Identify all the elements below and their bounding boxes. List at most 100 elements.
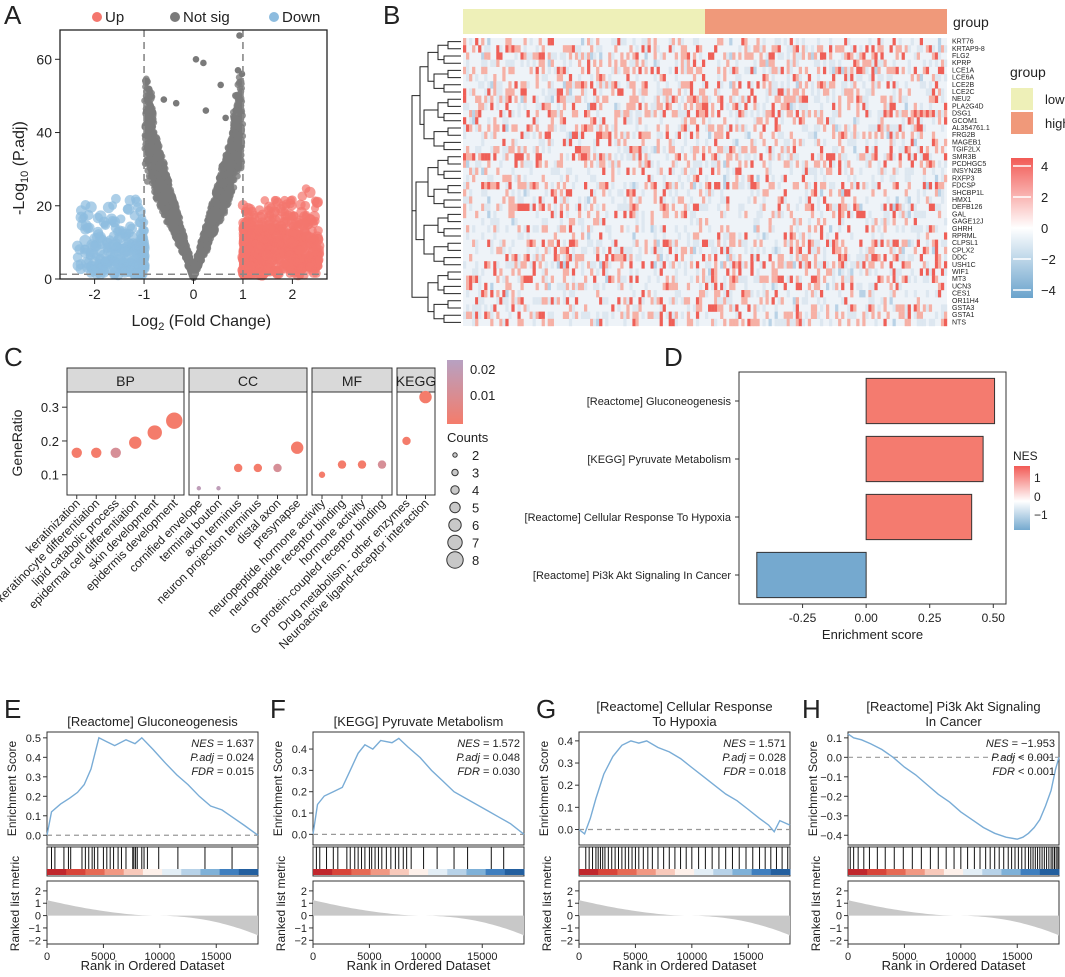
notsig-point: [202, 107, 210, 114]
heatmap-cell: [505, 88, 509, 96]
heatmap-cell: [701, 95, 706, 103]
heatmap-cell: [832, 117, 836, 125]
heatmap-cell: [496, 95, 500, 103]
heatmap-cell: [493, 124, 497, 132]
heatmap-cell: [695, 124, 700, 132]
panel-b-heatmap: groupKRT76KRTAP9-8FLG2KPRPLCE1ALCE6ALCE2…: [411, 9, 1065, 326]
heatmap-cell: [538, 138, 542, 147]
heatmap-cell: [538, 131, 542, 139]
heatmap-cell: [816, 81, 821, 89]
heatmap-cell: [674, 153, 678, 161]
heatmap-cell: [835, 110, 839, 118]
heatmap-cell: [901, 52, 905, 60]
heatmap-cell: [822, 88, 827, 96]
heatmap-cell: [584, 182, 588, 190]
heatmap-cell: [662, 95, 666, 103]
heatmap-cell: [792, 88, 796, 96]
heatmap-cell: [856, 131, 860, 139]
heatmap-cell: [874, 138, 878, 147]
heatmap-cell: [850, 52, 854, 60]
heatmap-cell: [614, 102, 618, 111]
heatmap-cell: [674, 189, 678, 197]
heatmap-cell: [862, 182, 866, 190]
heatmap-cell: [774, 138, 778, 147]
heatmap-cell: [741, 38, 745, 46]
heatmap-cell: [865, 196, 869, 204]
heatmap-cell: [844, 189, 848, 197]
heatmap-cell: [466, 146, 470, 154]
heatmap-cell: [677, 102, 681, 111]
heatmap-cell: [913, 52, 917, 60]
heatmap-cell: [768, 66, 772, 75]
heatmap-cell: [762, 59, 766, 67]
heatmap-cell: [463, 88, 467, 96]
heatmap-cell: [783, 38, 787, 46]
heatmap-cell: [584, 160, 588, 168]
heatmap-cell: [744, 102, 748, 111]
heatmap-cell: [596, 138, 600, 147]
heatmap-cell: [568, 81, 573, 89]
heatmap-cell: [804, 102, 809, 111]
heatmap-cell: [816, 138, 821, 147]
heatmap-cell: [638, 66, 642, 75]
heatmap-cell: [931, 52, 936, 60]
heatmap-cell: [484, 74, 488, 82]
heatmap-cell: [753, 196, 757, 204]
heatmap-cell: [662, 196, 666, 204]
heatmap-cell: [774, 45, 778, 53]
heatmap-cell: [892, 153, 896, 161]
heatmap-cell: [801, 160, 806, 168]
heatmap-cell: [680, 45, 685, 53]
up-point: [284, 250, 296, 263]
heatmap-cell: [593, 52, 597, 60]
heatmap-cell: [910, 74, 914, 82]
heatmap-cell: [850, 88, 854, 96]
heatmap-cell: [871, 45, 875, 53]
heatmap-cell: [862, 59, 866, 67]
heatmap-cell: [493, 153, 497, 161]
heatmap-cell: [668, 95, 672, 103]
heatmap-cell: [553, 52, 557, 60]
heatmap-cell: [813, 131, 818, 139]
heatmap-cell: [735, 66, 739, 75]
down-point: [115, 262, 125, 272]
heatmap-cell: [463, 45, 467, 53]
panel-letter-h: H: [802, 694, 821, 724]
heatmap-cell: [701, 81, 706, 89]
heatmap-cell: [919, 131, 923, 139]
heatmap-cell: [662, 189, 666, 197]
heatmap-cell: [692, 117, 697, 125]
heatmap-cell: [804, 95, 809, 103]
heatmap-cell: [819, 189, 824, 197]
heatmap-cell: [602, 167, 606, 175]
heatmap-cell: [844, 88, 848, 96]
heatmap-cell: [574, 174, 579, 183]
heatmap-cell: [895, 45, 899, 53]
heatmap-cell: [478, 160, 482, 168]
heatmap-cell: [590, 117, 594, 125]
heatmap-cell: [723, 182, 727, 190]
heatmap-cell: [819, 153, 824, 161]
heatmap-cell: [611, 196, 615, 204]
heatmap-cell: [738, 146, 742, 154]
heatmap-cell: [629, 110, 633, 118]
heatmap-cell: [532, 146, 536, 154]
heatmap-cell: [910, 160, 914, 168]
heatmap-cell: [565, 95, 570, 103]
heatmap-cell: [635, 182, 639, 190]
heatmap-cell: [750, 160, 754, 168]
heatmap-cell: [502, 117, 506, 125]
heatmap-cell: [753, 124, 757, 132]
heatmap-cell: [514, 52, 518, 60]
heatmap-cell: [744, 110, 748, 118]
heatmap-cell: [695, 66, 700, 75]
heatmap-cell: [753, 102, 757, 111]
heatmap-cell: [931, 117, 936, 125]
heatmap-cell: [698, 88, 703, 96]
heatmap-cell: [602, 74, 606, 82]
heatmap-cell: [832, 66, 836, 75]
heatmap-cell: [807, 182, 812, 190]
heatmap-cell: [804, 160, 809, 168]
heatmap-cell: [937, 52, 942, 60]
